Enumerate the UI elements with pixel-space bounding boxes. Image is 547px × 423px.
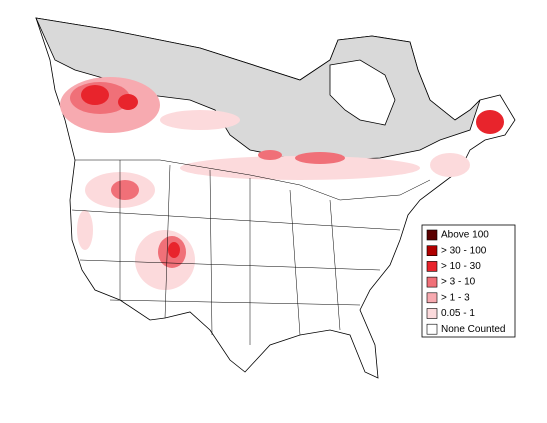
legend-swatch	[426, 229, 438, 241]
legend-label: 0.05 - 1	[441, 308, 475, 319]
borders	[71, 159, 431, 345]
legend-label: Above 100	[441, 230, 489, 241]
abundance-area	[168, 242, 180, 258]
abundance-area	[81, 85, 109, 105]
legend-swatch	[426, 292, 438, 304]
abundance-area	[160, 110, 240, 130]
abundance-area	[295, 152, 345, 164]
abundance-area	[258, 150, 282, 160]
hudson-bay	[329, 59, 396, 126]
legend-label: > 30 - 100	[441, 245, 487, 256]
legend-box	[421, 224, 516, 338]
legend-label: > 10 - 30	[441, 261, 481, 272]
abundance-area	[430, 153, 470, 177]
abundance-area	[118, 94, 138, 110]
abundance-area	[476, 110, 504, 134]
legend-swatch	[426, 261, 438, 272]
northern-region	[35, 17, 481, 161]
legend-swatch	[426, 245, 438, 256]
abundance-area	[180, 156, 420, 180]
abundance	[60, 77, 504, 290]
legend-swatch	[426, 276, 438, 288]
abundance-area	[111, 180, 139, 200]
legend-swatch	[426, 308, 438, 319]
abundance-area	[77, 210, 93, 250]
legend-label: None Counted	[441, 324, 506, 335]
legend-swatch	[426, 323, 438, 335]
legend-label: > 1 - 3	[441, 292, 470, 303]
legend-label: > 3 - 10	[441, 277, 476, 288]
